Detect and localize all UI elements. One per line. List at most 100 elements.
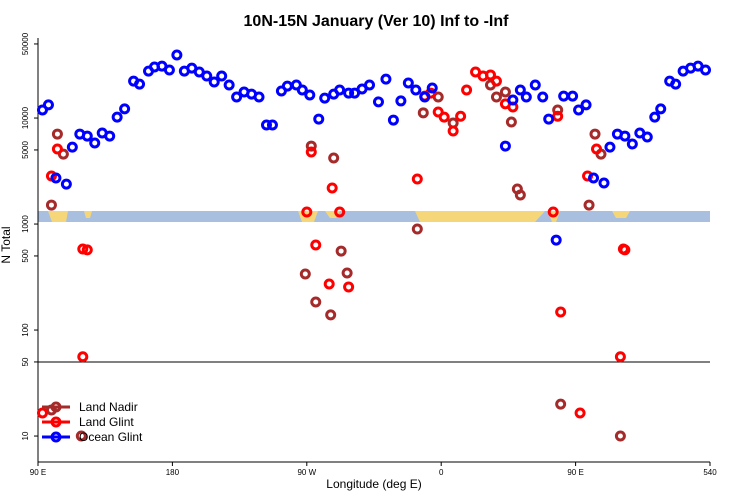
data-point (163, 64, 175, 76)
data-point (461, 84, 473, 96)
data-point (305, 140, 317, 152)
data-point (649, 111, 661, 123)
y-tick-label: 10 (21, 431, 30, 440)
data-point (583, 199, 595, 211)
data-point (537, 91, 549, 103)
legend-marker (50, 431, 62, 443)
data-point (447, 125, 459, 137)
data-point (364, 79, 376, 91)
data-point (299, 268, 311, 280)
y-tick-label: 5000 (21, 141, 30, 159)
data-point (305, 146, 317, 158)
map-strip (38, 211, 710, 222)
data-point (231, 91, 243, 103)
data-point (619, 130, 631, 142)
data-point (343, 87, 355, 99)
legend-marker (50, 416, 62, 428)
data-point (499, 86, 511, 98)
data-point (134, 78, 146, 90)
data-point (77, 351, 89, 363)
data-point (641, 131, 653, 143)
legend-label: Ocean Glint (79, 430, 143, 444)
data-point (402, 77, 414, 89)
x-axis-label: Longitude (deg E) (326, 477, 421, 491)
data-point (253, 91, 265, 103)
data-point (36, 407, 48, 419)
data-point (411, 173, 423, 185)
data-point (260, 119, 272, 131)
data-point (619, 244, 631, 256)
data-point (60, 178, 72, 190)
data-point (223, 79, 235, 91)
y-tick-label: 10000 (21, 106, 30, 129)
data-point (89, 137, 101, 149)
data-point (547, 206, 559, 218)
data-point (208, 76, 220, 88)
data-point (343, 281, 355, 293)
data-point (75, 430, 87, 442)
data-point (614, 351, 626, 363)
data-point (45, 199, 57, 211)
data-point (552, 104, 564, 116)
data-point (325, 309, 337, 321)
x-tick-label: 90 E (567, 468, 583, 477)
data-point (301, 206, 313, 218)
data-point (216, 70, 228, 82)
x-tick-label: 90 E (30, 468, 46, 477)
data-point (484, 69, 496, 81)
data-point (395, 95, 407, 107)
legend-label: Land Glint (79, 415, 134, 429)
data-point (380, 73, 392, 85)
data-point (550, 234, 562, 246)
data-point (455, 110, 467, 122)
data-point (387, 114, 399, 126)
data-point (626, 138, 638, 150)
data-point (558, 90, 570, 102)
data-point (555, 398, 567, 410)
data-point (50, 172, 62, 184)
data-point (42, 99, 54, 111)
x-tick-label: 180 (166, 468, 180, 477)
data-point (490, 91, 502, 103)
x-tick-label: 0 (439, 468, 444, 477)
data-point (555, 306, 567, 318)
data-point (266, 119, 278, 131)
data-point (313, 113, 325, 125)
data-point (505, 116, 517, 128)
data-point (419, 91, 431, 103)
data-point (426, 82, 438, 94)
data-point (514, 189, 526, 201)
data-point (334, 206, 346, 218)
data-point (589, 128, 601, 140)
data-point (490, 75, 502, 87)
data-point (552, 110, 564, 122)
data-point (574, 407, 586, 419)
data-point (670, 78, 682, 90)
data-point (326, 182, 338, 194)
data-point (411, 223, 423, 235)
data-point (201, 70, 213, 82)
data-point (328, 152, 340, 164)
data-point (499, 140, 511, 152)
data-point (573, 104, 585, 116)
data-point (304, 89, 316, 101)
data-point (335, 245, 347, 257)
data-point (51, 128, 63, 140)
data-point (341, 267, 353, 279)
data-point (319, 92, 331, 104)
data-point (66, 141, 78, 153)
data-point (529, 79, 541, 91)
data-point (296, 84, 308, 96)
legend-marker (50, 401, 62, 413)
legend-label: Land Nadir (79, 400, 138, 414)
data-point (334, 84, 346, 96)
data-point (281, 80, 293, 92)
data-point (520, 91, 532, 103)
data-point (543, 113, 555, 125)
data-point (604, 141, 616, 153)
data-point (372, 96, 384, 108)
y-tick-label: 50000 (21, 32, 30, 55)
data-point (567, 90, 579, 102)
data-point (323, 278, 335, 290)
